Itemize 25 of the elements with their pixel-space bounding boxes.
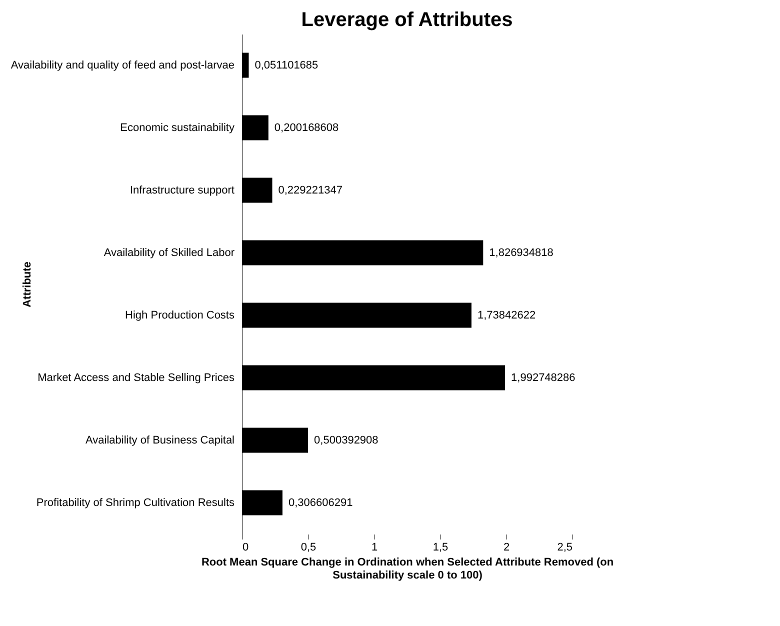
data-label: 0,051101685	[254, 59, 318, 72]
y-tick-label: Availability and quality of feed and post-larvae	[10, 59, 234, 72]
y-tick-label: Infrastructure support	[130, 184, 234, 196]
x-axis-title: Root Mean Square Change in Ordination when Selected Attribute Removed (on Sustainability scale 0 to 100)	[201, 556, 614, 582]
x-tick-label: 0	[242, 542, 249, 554]
x-tick-label: 0,5	[300, 542, 316, 554]
y-tick-label: Profitability of Shrimp Cultivation Results	[36, 496, 235, 509]
data-label: 1,73842622	[477, 309, 536, 322]
x-tick-label: 2	[503, 542, 510, 554]
x-tick-label: 1	[371, 542, 378, 554]
x-tick-label: 1,5	[432, 542, 448, 554]
data-label: 0,229221347	[278, 184, 342, 196]
data-label: 0,306606291	[288, 496, 353, 509]
y-tick-label: Market Access and Stable Selling Prices	[38, 372, 235, 384]
y-axis-title: Attribute	[22, 262, 34, 308]
y-tick-label: Economic sustainability	[120, 122, 235, 134]
data-label: 1,826934818	[489, 246, 554, 259]
data-label: 1,992748286	[511, 372, 576, 384]
y-tick-label: Availability of Business Capital	[86, 434, 234, 446]
data-label: 0,500392908	[314, 434, 378, 446]
x-tick-label: 2,5	[557, 542, 572, 554]
y-tick-label: High Production Costs	[125, 309, 235, 322]
data-label: 0,200168608	[274, 122, 339, 134]
y-tick-label: Availability of Skilled Labor	[104, 246, 235, 259]
chart-title: Leverage of Attributes	[301, 9, 513, 31]
